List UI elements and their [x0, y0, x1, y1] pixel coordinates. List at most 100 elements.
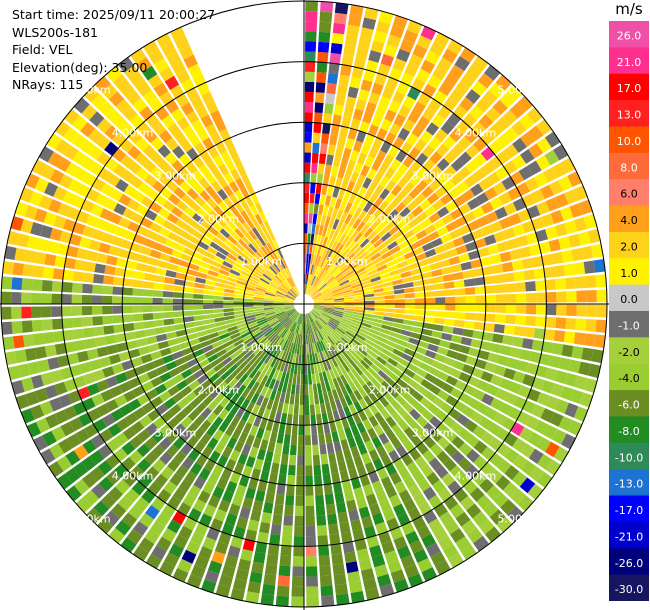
velocity-gate: [326, 348, 334, 359]
velocity-gate: [470, 258, 482, 269]
velocity-gate: [174, 36, 190, 51]
velocity-gate: [142, 144, 157, 159]
velocity-gate: [296, 333, 300, 344]
velocity-gate: [488, 468, 503, 484]
velocity-gate: [482, 265, 494, 276]
velocity-gate: [224, 288, 235, 294]
velocity-gate: [241, 363, 252, 373]
velocity-gate: [272, 513, 283, 526]
velocity-gate: [305, 556, 318, 567]
velocity-gate: [364, 133, 375, 146]
velocity-gate: [353, 294, 365, 299]
velocity-gate: [229, 249, 240, 258]
velocity-gate: [251, 404, 261, 416]
velocity-gate: [453, 194, 467, 207]
velocity-gate: [313, 306, 324, 310]
velocity-gate: [324, 195, 332, 207]
velocity-gate: [192, 304, 204, 310]
velocity-gate: [549, 412, 564, 427]
velocity-gate: [538, 241, 552, 254]
velocity-gate: [292, 332, 297, 344]
velocity-gate: [132, 190, 146, 203]
velocity-gate: [155, 267, 167, 276]
colorbar-tick-label: 4.0: [620, 214, 638, 227]
velocity-gate: [390, 399, 402, 411]
velocity-gate: [243, 309, 255, 314]
velocity-gate: [311, 322, 316, 333]
velocity-gate: [220, 467, 233, 481]
velocity-gate: [473, 440, 488, 455]
velocity-gate: [289, 393, 295, 405]
velocity-gate: [29, 191, 44, 207]
velocity-gate: [273, 304, 284, 306]
velocity-gate: [321, 184, 328, 196]
velocity-gate: [318, 21, 332, 33]
velocity-gate: [480, 162, 494, 177]
velocity-gate: [204, 251, 216, 260]
velocity-gate: [42, 266, 55, 279]
velocity-gate: [450, 334, 463, 344]
velocity-gate: [100, 389, 114, 402]
velocity-gate: [465, 464, 480, 479]
velocity-gate: [344, 202, 353, 214]
velocity-gate: [415, 179, 428, 193]
velocity-gate: [480, 341, 492, 351]
velocity-gate: [105, 375, 119, 388]
velocity-gate: [145, 504, 160, 520]
velocity-gate: [477, 73, 494, 89]
velocity-gate: [403, 168, 416, 181]
velocity-gate: [297, 435, 304, 446]
velocity-gate: [359, 27, 374, 40]
velocity-gate: [304, 182, 310, 194]
velocity-gate: [104, 334, 117, 345]
ring-label: 2.00km: [369, 212, 411, 225]
velocity-gate: [281, 535, 293, 547]
velocity-gate: [301, 344, 304, 355]
velocity-gate: [304, 253, 307, 264]
colorbar-tick-label: -4.0: [618, 372, 639, 385]
velocity-gate: [393, 536, 408, 550]
velocity-gate: [281, 257, 288, 268]
velocity-gate: [137, 373, 150, 385]
velocity-gate: [168, 543, 184, 558]
velocity-gate: [506, 357, 519, 370]
velocity-gate: [47, 357, 60, 370]
velocity-gate: [312, 276, 319, 287]
velocity-gate: [267, 284, 278, 291]
velocity-gate: [462, 405, 476, 419]
velocity-gate: [76, 247, 89, 260]
velocity-gate: [429, 262, 441, 271]
velocity-gate: [349, 150, 360, 162]
velocity-gate: [138, 537, 155, 553]
velocity-gate: [200, 379, 213, 390]
velocity-gate: [564, 372, 578, 387]
velocity-gate: [330, 252, 339, 263]
velocity-gate: [83, 490, 100, 506]
velocity-gate: [122, 426, 137, 441]
velocity-gate: [396, 163, 409, 176]
velocity-gate: [228, 377, 239, 389]
velocity-gate: [128, 130, 143, 145]
velocity-gate: [265, 313, 276, 319]
velocity-gate: [256, 265, 266, 274]
velocity-gate: [546, 304, 557, 316]
velocity-gate: [363, 395, 374, 407]
velocity-gate: [269, 533, 281, 546]
velocity-gate: [151, 444, 165, 458]
velocity-gate: [283, 433, 291, 445]
velocity-gate: [192, 73, 206, 87]
velocity-gate: [229, 449, 241, 462]
ring-label: 1.00km: [240, 255, 282, 268]
velocity-gate: [286, 362, 292, 374]
velocity-gate: [474, 358, 487, 370]
velocity-gate: [206, 527, 220, 541]
velocity-gate: [493, 230, 507, 243]
velocity-gate: [380, 231, 392, 242]
velocity-gate: [316, 319, 324, 328]
velocity-gate: [92, 369, 106, 382]
velocity-gate: [339, 396, 348, 408]
velocity-gate: [205, 368, 217, 379]
velocity-gate: [236, 280, 247, 286]
velocity-gate: [360, 344, 371, 354]
velocity-gate: [232, 381, 243, 392]
